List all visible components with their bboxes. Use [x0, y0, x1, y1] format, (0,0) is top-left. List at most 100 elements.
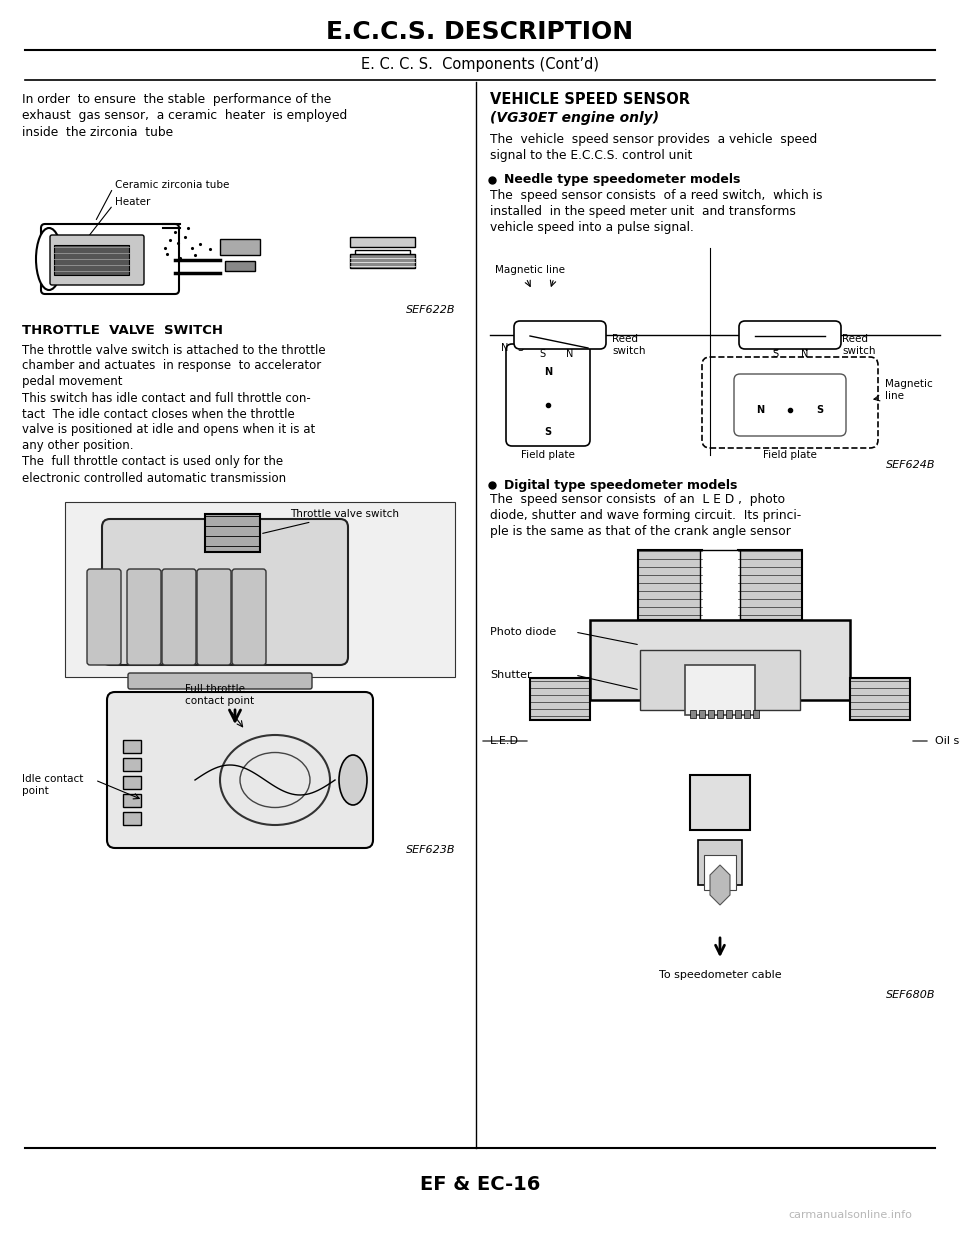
- Bar: [850, 677, 910, 719]
- Bar: [350, 237, 415, 247]
- Text: S: S: [772, 343, 778, 353]
- Bar: [225, 262, 255, 271]
- Text: E. C. C. S.  Components (Cont’d): E. C. C. S. Components (Cont’d): [361, 58, 599, 73]
- Text: Idle contact
point: Idle contact point: [22, 774, 84, 796]
- Bar: [753, 710, 759, 718]
- Text: N: N: [802, 343, 808, 353]
- Bar: [355, 251, 410, 258]
- Text: Reed
switch: Reed switch: [612, 334, 645, 355]
- Bar: [530, 677, 590, 719]
- Text: E.C.C.S. DESCRIPTION: E.C.C.S. DESCRIPTION: [326, 20, 634, 44]
- Text: Reed
switch: Reed switch: [842, 334, 876, 355]
- Bar: [726, 710, 732, 718]
- Text: Field plate: Field plate: [521, 450, 575, 460]
- Bar: [738, 550, 802, 619]
- Text: signal to the E.C.C.S. control unit: signal to the E.C.C.S. control unit: [490, 149, 692, 163]
- Text: This switch has idle contact and full throttle con-: This switch has idle contact and full th…: [22, 391, 311, 405]
- FancyBboxPatch shape: [739, 321, 841, 349]
- Text: SEF622B: SEF622B: [405, 305, 455, 315]
- Text: ple is the same as that of the crank angle sensor: ple is the same as that of the crank ang…: [490, 526, 791, 538]
- Text: chamber and actuates  in response  to accelerator: chamber and actuates in response to acce…: [22, 359, 322, 373]
- Bar: [54, 246, 129, 275]
- Bar: [123, 776, 141, 789]
- Bar: [123, 758, 141, 771]
- Text: N: N: [501, 343, 509, 353]
- Text: tact  The idle contact closes when the throttle: tact The idle contact closes when the th…: [22, 407, 295, 421]
- FancyBboxPatch shape: [734, 374, 846, 436]
- Text: electronic controlled automatic transmission: electronic controlled automatic transmis…: [22, 471, 286, 485]
- Bar: [717, 710, 723, 718]
- Bar: [708, 710, 714, 718]
- Bar: [690, 710, 696, 718]
- Bar: [638, 550, 702, 619]
- Text: SEF624B: SEF624B: [885, 460, 935, 470]
- Text: L.E.D: L.E.D: [490, 735, 519, 747]
- Text: EF & EC-16: EF & EC-16: [420, 1176, 540, 1195]
- FancyBboxPatch shape: [232, 569, 266, 665]
- Bar: [690, 775, 750, 830]
- Text: inside  the zirconia  tube: inside the zirconia tube: [22, 126, 173, 138]
- Text: Magnetic line: Magnetic line: [495, 265, 565, 275]
- Bar: [123, 793, 141, 807]
- Polygon shape: [710, 865, 730, 905]
- Text: S: S: [772, 349, 778, 359]
- Text: Full throttle
contact point: Full throttle contact point: [185, 684, 254, 706]
- Text: VEHICLE SPEED SENSOR: VEHICLE SPEED SENSOR: [490, 93, 690, 107]
- Bar: [123, 740, 141, 753]
- Text: N: N: [566, 349, 574, 359]
- Text: Ceramic zirconia tube: Ceramic zirconia tube: [115, 180, 229, 190]
- FancyBboxPatch shape: [506, 344, 590, 445]
- Bar: [744, 710, 750, 718]
- FancyBboxPatch shape: [87, 569, 121, 665]
- Text: Shutter: Shutter: [490, 670, 532, 680]
- Text: The  speed sensor consists  of a reed switch,  which is: The speed sensor consists of a reed swit…: [490, 190, 823, 202]
- Circle shape: [708, 640, 732, 665]
- Bar: [698, 840, 742, 885]
- Text: exhaust  gas sensor,  a ceramic  heater  is employed: exhaust gas sensor, a ceramic heater is …: [22, 110, 348, 122]
- FancyBboxPatch shape: [102, 520, 348, 665]
- Text: Digital type speedometer models: Digital type speedometer models: [504, 479, 737, 491]
- Bar: [735, 710, 741, 718]
- FancyBboxPatch shape: [50, 234, 144, 285]
- Bar: [699, 710, 705, 718]
- Bar: [700, 550, 740, 619]
- FancyBboxPatch shape: [162, 569, 196, 665]
- Text: Field plate: Field plate: [763, 450, 817, 460]
- Bar: [704, 855, 736, 890]
- Text: installed  in the speed meter unit  and transforms: installed in the speed meter unit and tr…: [490, 206, 796, 218]
- Text: N: N: [802, 349, 808, 359]
- Text: carmanualsonline.info: carmanualsonline.info: [788, 1211, 912, 1220]
- Text: pedal movement: pedal movement: [22, 375, 123, 389]
- Bar: [350, 254, 415, 268]
- Text: The  full throttle contact is used only for the: The full throttle contact is used only f…: [22, 455, 283, 469]
- FancyBboxPatch shape: [128, 673, 312, 689]
- Text: Photo diode: Photo diode: [490, 627, 556, 637]
- Bar: [123, 812, 141, 826]
- Text: Magnetic
line: Magnetic line: [885, 379, 933, 401]
- Text: The  vehicle  speed sensor provides  a vehicle  speed: The vehicle speed sensor provides a vehi…: [490, 133, 817, 147]
- Text: Oil seal: Oil seal: [935, 735, 960, 747]
- Ellipse shape: [339, 755, 367, 805]
- FancyBboxPatch shape: [514, 321, 606, 349]
- Text: N: N: [756, 405, 764, 415]
- Bar: [640, 650, 800, 710]
- Bar: [65, 502, 455, 677]
- Text: SEF680B: SEF680B: [885, 990, 935, 1000]
- Text: THROTTLE  VALVE  SWITCH: THROTTLE VALVE SWITCH: [22, 323, 223, 337]
- Text: To speedometer cable: To speedometer cable: [659, 970, 781, 980]
- Text: S: S: [544, 427, 552, 437]
- Text: valve is positioned at idle and opens when it is at: valve is positioned at idle and opens wh…: [22, 423, 315, 437]
- Text: S: S: [816, 405, 824, 415]
- Text: Throttle valve switch: Throttle valve switch: [263, 508, 399, 533]
- Text: In order  to ensure  the stable  performance of the: In order to ensure the stable performanc…: [22, 94, 331, 106]
- Text: The throttle valve switch is attached to the throttle: The throttle valve switch is attached to…: [22, 343, 325, 357]
- FancyBboxPatch shape: [197, 569, 231, 665]
- FancyBboxPatch shape: [127, 569, 161, 665]
- Text: S: S: [516, 343, 523, 353]
- Text: The  speed sensor consists  of an  L E D ,  photo: The speed sensor consists of an L E D , …: [490, 494, 785, 506]
- FancyBboxPatch shape: [41, 225, 179, 294]
- Bar: [590, 619, 850, 700]
- Text: any other position.: any other position.: [22, 439, 133, 453]
- Text: vehicle speed into a pulse signal.: vehicle speed into a pulse signal.: [490, 221, 694, 234]
- Bar: [220, 239, 260, 255]
